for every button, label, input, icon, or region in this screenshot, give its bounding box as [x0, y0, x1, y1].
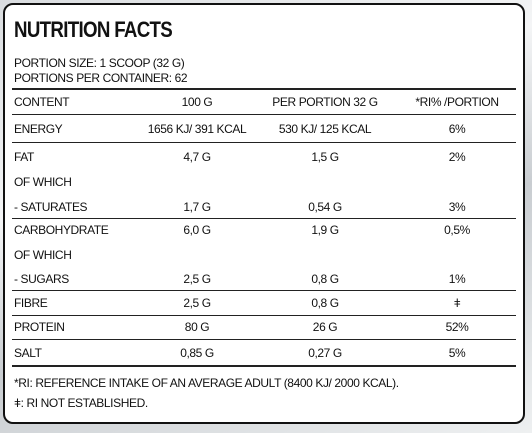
row-label: PROTEIN: [14, 320, 65, 334]
divider: [12, 88, 516, 90]
divider: [12, 290, 516, 291]
column-header: *RI% /PORTION: [415, 95, 499, 109]
divider: [12, 218, 516, 219]
cell: 26 G: [312, 320, 338, 334]
divider: [12, 365, 516, 367]
cell: 1656 KJ/ 391 KCAL: [147, 122, 247, 136]
divider: [12, 339, 516, 340]
cell: 530 KJ/ 125 KCAL: [278, 122, 372, 136]
cell: 3%: [448, 200, 466, 214]
row-label: CARBOHYDRATE: [14, 223, 109, 237]
cell: 80 G: [184, 320, 210, 334]
cell: 0,8 G: [311, 272, 339, 286]
row-label: FIBRE: [14, 296, 48, 310]
row-label: SALT: [14, 346, 42, 360]
row-label: - SATURATES: [14, 200, 88, 214]
divider: [12, 142, 516, 143]
column-header: PER PORTION 32 G: [272, 95, 378, 109]
footnote: *RI: REFERENCE INTAKE OF AN AVERAGE ADUL…: [14, 376, 399, 390]
cell: 6,0 G: [183, 223, 211, 237]
portions-per-container: PORTIONS PER CONTAINER: 62: [14, 71, 188, 85]
cell: 1%: [448, 272, 466, 286]
row-label: OF WHICH: [14, 248, 72, 262]
cell: 0,54 G: [308, 200, 342, 214]
title: NUTRITION FACTS: [14, 17, 173, 42]
cell: 0,8 G: [311, 296, 339, 310]
cell: 0,85 G: [180, 346, 214, 360]
cell: 5%: [448, 346, 466, 360]
row-label: - SUGARS: [14, 272, 69, 286]
cell: 52%: [445, 320, 469, 334]
cell: 1,9 G: [311, 223, 339, 237]
column-header: 100 G: [181, 95, 213, 109]
row-label: ENERGY: [14, 122, 63, 136]
row-label: OF WHICH: [14, 175, 72, 189]
cell: 1,5 G: [311, 150, 339, 164]
cell: 6%: [448, 122, 466, 136]
portion-size: PORTION SIZE: 1 SCOOP (32 G): [14, 56, 185, 70]
cell: ǂ: [453, 296, 461, 310]
cell: 0,27 G: [308, 346, 342, 360]
cell: 2,5 G: [183, 272, 211, 286]
divider: [12, 315, 516, 316]
nutrition-label: NUTRITION FACTS PORTION SIZE: 1 SCOOP (3…: [3, 3, 525, 424]
divider: [12, 114, 516, 115]
cell: 2%: [448, 150, 466, 164]
column-header: CONTENT: [14, 95, 70, 109]
cell: 2,5 G: [183, 296, 211, 310]
cell: 4,7 G: [183, 150, 211, 164]
cell: 0,5%: [444, 223, 470, 237]
row-label: FAT: [14, 150, 34, 164]
footnote: ǂ: RI NOT ESTABLISHED.: [14, 396, 148, 410]
cell: 1,7 G: [183, 200, 211, 214]
